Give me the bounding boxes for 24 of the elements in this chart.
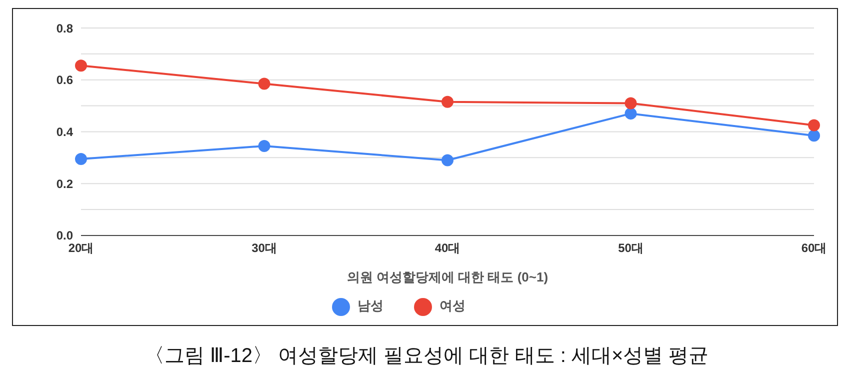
x-tick-label: 50대 xyxy=(618,240,644,255)
point xyxy=(258,78,270,90)
point xyxy=(624,97,637,110)
y-tick-label: 0.0 xyxy=(56,228,74,243)
y-tick-label: 0.8 xyxy=(56,21,74,36)
point xyxy=(624,108,637,120)
x-tick-label: 30대 xyxy=(252,240,277,255)
legend-label: 여성 xyxy=(440,298,466,314)
point xyxy=(75,60,87,72)
text: 〈그림 Ⅲ-12〉 여성할당제 필요성에 대한 태도 : 세대×성별 평균 xyxy=(143,344,710,369)
x-tick-label: 20대 xyxy=(68,240,94,255)
point xyxy=(75,152,87,165)
point xyxy=(442,154,454,166)
legend-label: 남성 xyxy=(358,298,384,314)
x-axis-title: 의원 여성할당제에 대한 태도 (0~1) xyxy=(346,269,548,284)
point xyxy=(808,119,820,132)
y-tick-label: 0.2 xyxy=(56,176,74,191)
y-tick-label: 0.4 xyxy=(56,124,74,139)
y-tick-label: 0.6 xyxy=(56,73,74,88)
point xyxy=(258,140,270,152)
point xyxy=(808,130,820,142)
x-tick-label: 40대 xyxy=(434,240,460,255)
point xyxy=(442,96,454,108)
x-tick-label: 60대 xyxy=(801,240,827,255)
